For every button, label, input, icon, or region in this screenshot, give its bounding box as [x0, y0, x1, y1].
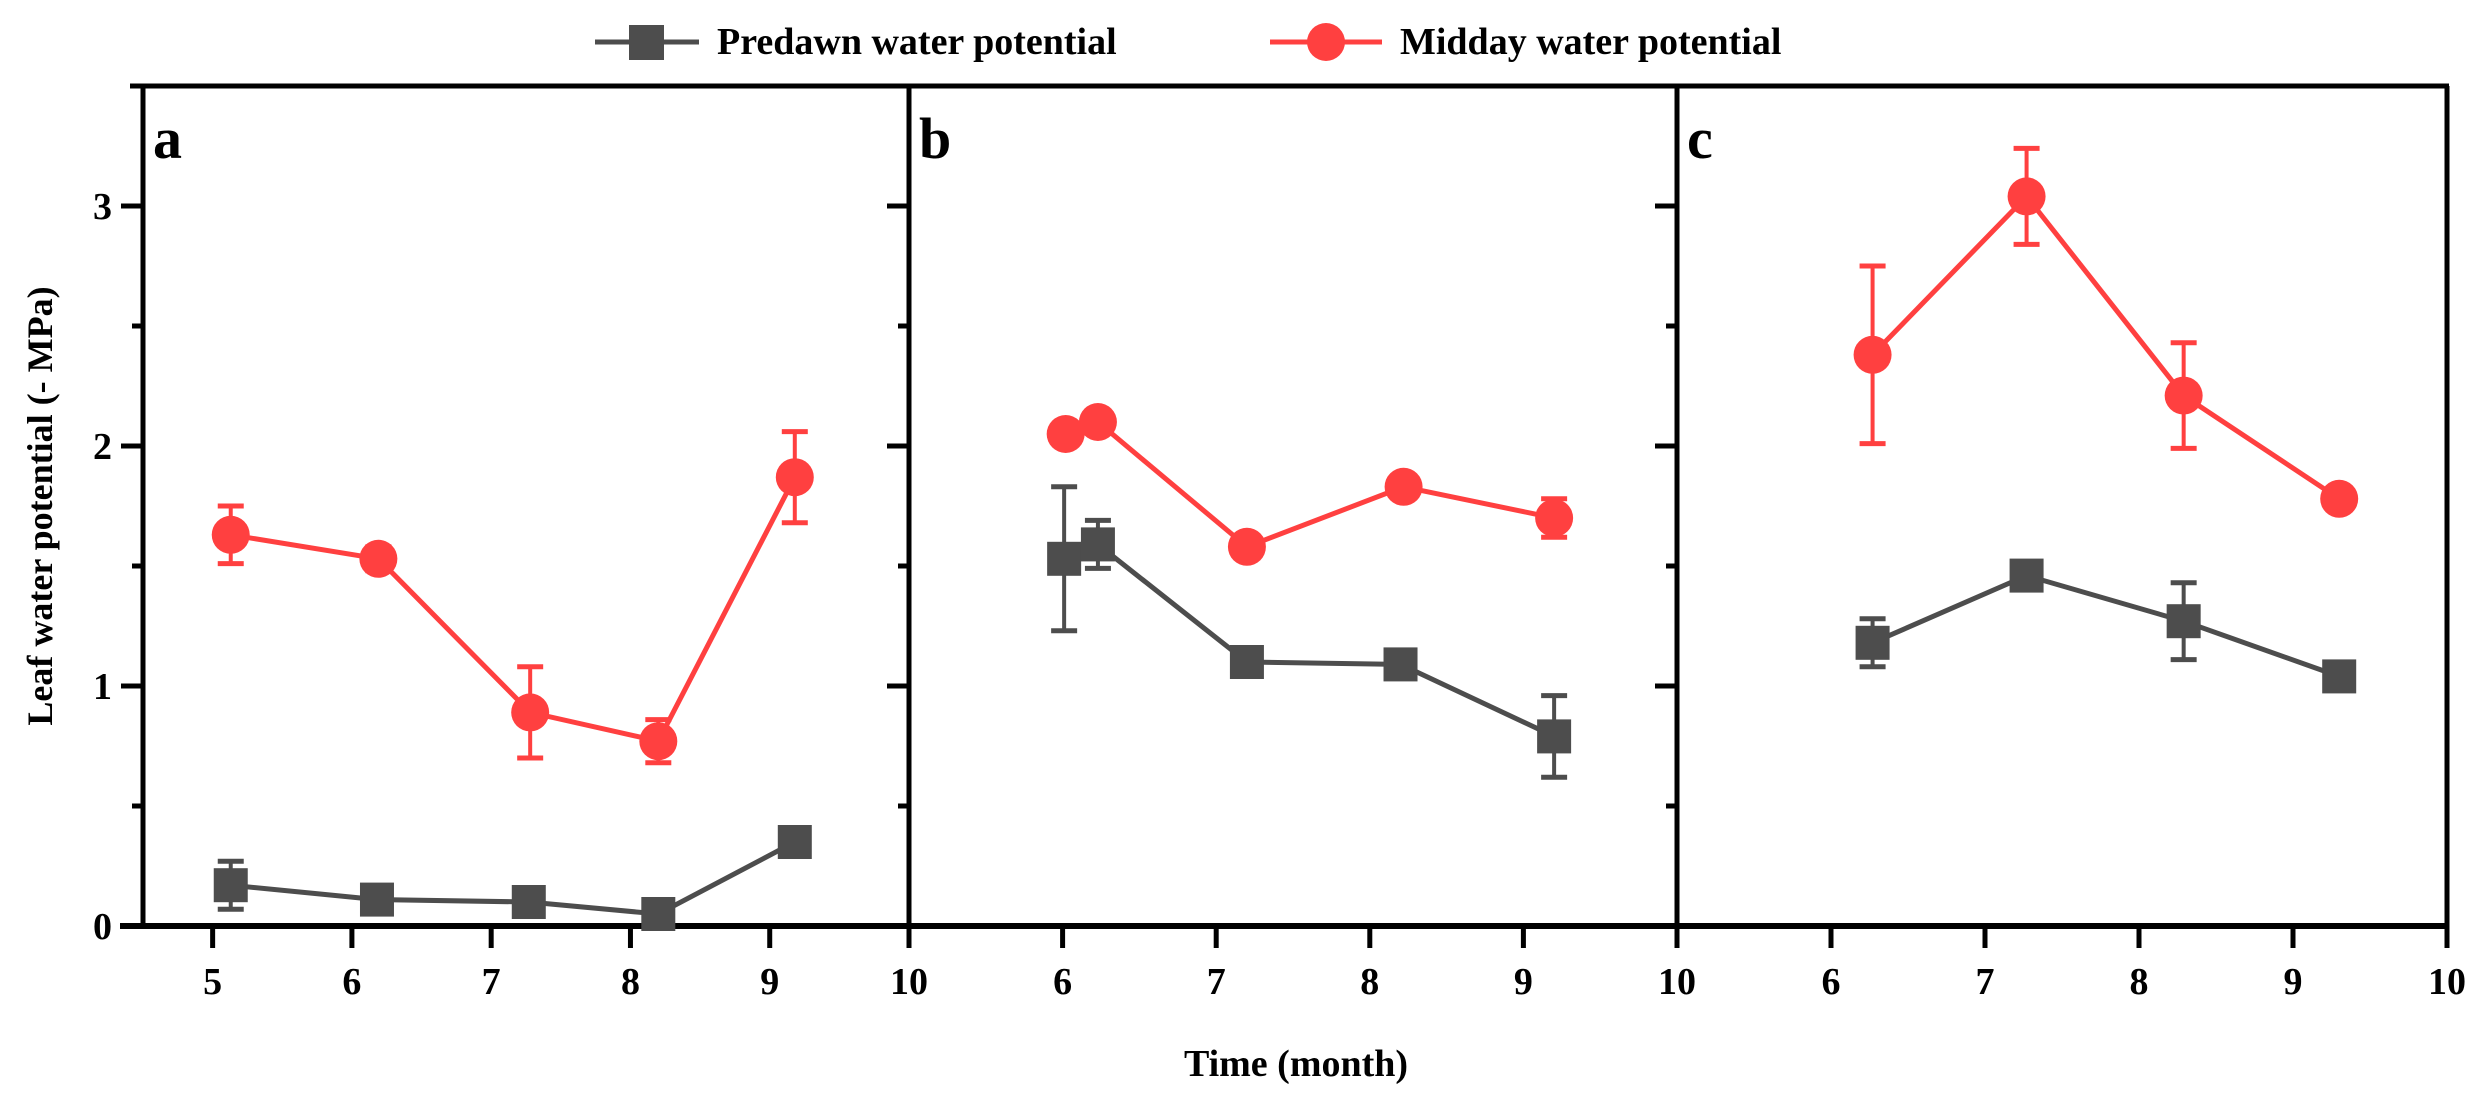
series-line — [1870, 192, 2341, 501]
data-point-square — [1383, 647, 1418, 682]
data-point-circle — [211, 515, 250, 554]
panel-label: c — [1687, 106, 1713, 171]
x-tick-label: 9 — [760, 961, 779, 1003]
data-point-square — [1080, 527, 1115, 562]
y-tick-label: 1 — [93, 666, 112, 708]
y-tick-label: 2 — [93, 426, 112, 468]
series-predawn — [1047, 484, 1572, 780]
y-tick-label: 0 — [93, 906, 112, 948]
panel-a: 0 1 2 3 5 6 7 8 9 10 a — [93, 83, 928, 1003]
data-point-square — [1855, 625, 1890, 660]
data-point-circle — [511, 693, 550, 732]
data-point-circle — [2007, 177, 2046, 216]
series-line — [1871, 572, 2341, 679]
legend-label-midday: Midday water potential — [1400, 21, 1782, 63]
data-point-circle — [1535, 499, 1574, 537]
data-point-square — [2166, 604, 2201, 639]
x-tick-label: 10 — [1658, 961, 1696, 1003]
circle-marker-icon — [1270, 23, 1382, 61]
plot-area: 0 1 2 3 5 6 7 8 9 10 a 6 7 8 9 10 b 6 7 8 9 10 c — [93, 83, 2466, 1003]
panel-label: b — [919, 106, 951, 171]
data-point-circle — [1078, 403, 1117, 441]
x-tick-label: 9 — [1514, 961, 1533, 1003]
panel-c: 6 7 8 9 10 c — [1655, 83, 2466, 1003]
series-predawn — [1855, 558, 2357, 694]
x-tick-label: 8 — [621, 961, 640, 1003]
data-point-circle — [1046, 415, 1085, 453]
x-tick-label: 10 — [2428, 961, 2466, 1003]
x-tick-label: 7 — [482, 961, 501, 1003]
legend-label-predawn: Predawn water potential — [717, 21, 1117, 63]
data-point-circle — [775, 458, 814, 497]
data-point-circle — [639, 722, 678, 761]
x-tick-label: 8 — [2130, 961, 2149, 1003]
data-point-circle — [1384, 467, 1423, 506]
data-point-square — [1047, 541, 1082, 576]
x-tick-label: 5 — [203, 961, 222, 1003]
data-point-circle — [1853, 335, 1892, 374]
legend-item-midday: Midday water potential — [1270, 12, 1781, 72]
data-point-circle — [1227, 527, 1266, 566]
series-predawn — [213, 825, 812, 931]
y-tick-label: 3 — [93, 186, 112, 228]
x-tick-label: 8 — [1360, 961, 1379, 1003]
data-point-square — [1537, 719, 1572, 754]
data-point-square — [641, 897, 676, 931]
data-point-circle — [359, 539, 398, 578]
series-line — [230, 476, 798, 745]
data-point-square — [511, 885, 546, 919]
data-point-square — [213, 868, 248, 903]
data-point-circle — [2164, 376, 2203, 415]
series-midday — [211, 429, 814, 766]
x-tick-label: 6 — [342, 961, 361, 1003]
panel-label: a — [153, 106, 182, 171]
data-point-square — [777, 825, 812, 859]
data-point-square — [2322, 659, 2357, 694]
x-tick-label: 6 — [1822, 961, 1841, 1003]
legend-item-predawn: Predawn water potential — [595, 12, 1117, 72]
x-axis-title: Time (month) — [1184, 1043, 1408, 1085]
legend: Predawn water potential Midday water pot… — [0, 12, 2487, 72]
data-point-circle — [2320, 479, 2359, 518]
series-midday — [1853, 145, 2359, 518]
x-tick-label: 9 — [2284, 961, 2303, 1003]
series-line — [1063, 541, 1556, 739]
x-tick-label: 7 — [1207, 961, 1226, 1003]
x-tick-label: 6 — [1053, 961, 1072, 1003]
series-midday — [1046, 403, 1574, 566]
x-tick-label: 7 — [1976, 961, 1995, 1003]
series-line — [1064, 419, 1555, 550]
x-tick-label: 10 — [890, 961, 928, 1003]
y-axis-title: Leaf water potential (- MPa) — [20, 286, 60, 725]
panel-b: 6 7 8 9 10 b — [887, 83, 1696, 1003]
data-point-square — [1229, 645, 1264, 679]
data-point-square — [359, 882, 394, 917]
square-marker-icon — [595, 25, 699, 60]
data-point-square — [2009, 558, 2044, 593]
